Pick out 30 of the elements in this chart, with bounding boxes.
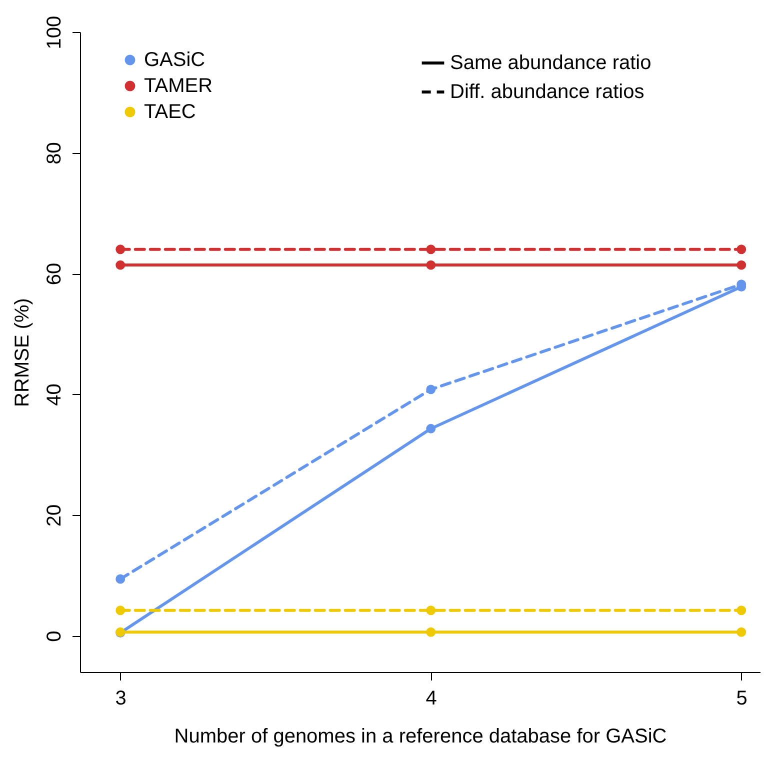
y-tick-label: 100 — [44, 16, 66, 50]
x-tick-label: 4 — [426, 688, 437, 710]
y-tick-label: 20 — [44, 504, 66, 527]
legend-label: TAEC — [144, 101, 196, 123]
x-tick-label: 3 — [115, 688, 126, 710]
point — [736, 244, 746, 254]
point — [736, 260, 746, 270]
point — [426, 384, 436, 394]
point — [426, 606, 436, 616]
point — [426, 627, 436, 637]
point — [426, 244, 436, 254]
point — [116, 606, 126, 616]
y-tick-label: 60 — [44, 262, 66, 286]
y-tick-label: 0 — [44, 630, 66, 642]
point — [116, 574, 126, 584]
legend-label: GASiC — [144, 49, 206, 71]
legend-label: TAMER — [144, 75, 213, 97]
point — [116, 260, 126, 270]
annotation: Same abundance ratio — [450, 52, 652, 74]
point — [426, 424, 436, 434]
y-tick-label: 40 — [44, 384, 66, 406]
x-axis-title: Number of genomes in a reference database for GASiC — [174, 726, 667, 748]
y-axis-title: RRMSE (%) — [12, 298, 34, 407]
point — [426, 260, 436, 270]
y-tick-label: 80 — [44, 142, 66, 164]
point — [116, 244, 126, 254]
point — [736, 606, 746, 616]
annotation: Diff. abundance ratios — [450, 81, 644, 103]
x-tick-label: 5 — [736, 688, 748, 710]
point — [736, 627, 746, 637]
